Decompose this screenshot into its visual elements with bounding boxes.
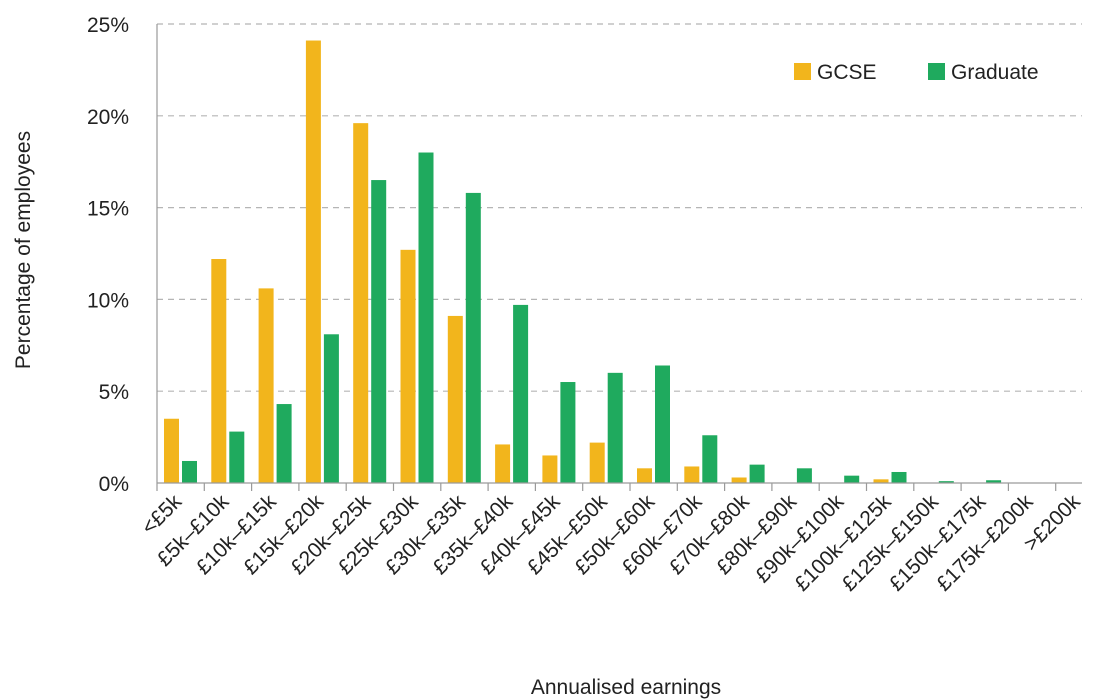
y-tick-labels: 0% 5% 10% 15% 20% 25% bbox=[87, 14, 129, 496]
y-tick-label: 15% bbox=[87, 198, 129, 221]
bar-graduate-7 bbox=[513, 304, 529, 483]
bar-graduate-4 bbox=[371, 180, 387, 483]
y-tick-label: 10% bbox=[87, 289, 129, 312]
bar-graduate-0 bbox=[182, 460, 197, 483]
x-axis-label: Annualised earnings bbox=[531, 676, 721, 699]
axes bbox=[156, 24, 1082, 491]
bar-graduate-15 bbox=[891, 471, 907, 483]
bar-gcse-4 bbox=[353, 123, 369, 484]
y-tick-label: 20% bbox=[87, 106, 129, 129]
y-tick-label: 25% bbox=[87, 14, 129, 37]
bar-graduate-14 bbox=[844, 475, 860, 483]
bar-graduate-6 bbox=[465, 192, 481, 484]
bar-gcse-5 bbox=[400, 249, 416, 483]
bar-graduate-17 bbox=[986, 480, 1002, 483]
x-tick-labels: <£5k£5k–£10k£10k–£15k£15k–£20k£20k–£25k£… bbox=[137, 490, 1085, 596]
legend-label-graduate: Graduate bbox=[951, 61, 1039, 84]
bar-gcse-10 bbox=[637, 468, 652, 483]
bar-graduate-5 bbox=[418, 152, 434, 483]
bar-gcse-15 bbox=[873, 479, 889, 483]
bar-gcse-3 bbox=[305, 40, 321, 484]
y-tick-label: 0% bbox=[99, 473, 129, 496]
bar-gcse-6 bbox=[447, 315, 463, 483]
bar-graduate-11 bbox=[702, 435, 718, 483]
legend-label-gcse: GCSE bbox=[817, 61, 877, 84]
y-tick-label: 5% bbox=[99, 381, 129, 404]
bar-graduate-9 bbox=[607, 372, 623, 483]
bar-gcse-7 bbox=[495, 444, 511, 483]
bar-graduate-2 bbox=[276, 404, 292, 483]
y-axis-label: Percentage of employees bbox=[12, 131, 35, 369]
legend-swatch-graduate bbox=[928, 63, 945, 80]
bars bbox=[164, 40, 1002, 484]
bar-graduate-12 bbox=[749, 464, 765, 483]
bar-gcse-8 bbox=[542, 455, 558, 483]
bar-graduate-16 bbox=[938, 481, 954, 483]
bar-gcse-2 bbox=[258, 288, 274, 483]
bar-gcse-1 bbox=[211, 259, 227, 483]
legend-swatch-gcse bbox=[794, 63, 811, 80]
bar-graduate-8 bbox=[560, 382, 576, 483]
bar-graduate-10 bbox=[655, 365, 670, 483]
bar-gcse-0 bbox=[164, 418, 179, 483]
bar-gcse-12 bbox=[731, 477, 747, 483]
legend: GCSE Graduate bbox=[794, 61, 1039, 84]
bar-graduate-3 bbox=[323, 334, 339, 483]
bar-gcse-11 bbox=[684, 466, 700, 483]
bar-graduate-1 bbox=[229, 431, 245, 483]
bar-graduate-13 bbox=[796, 468, 812, 483]
bar-gcse-9 bbox=[589, 442, 605, 483]
